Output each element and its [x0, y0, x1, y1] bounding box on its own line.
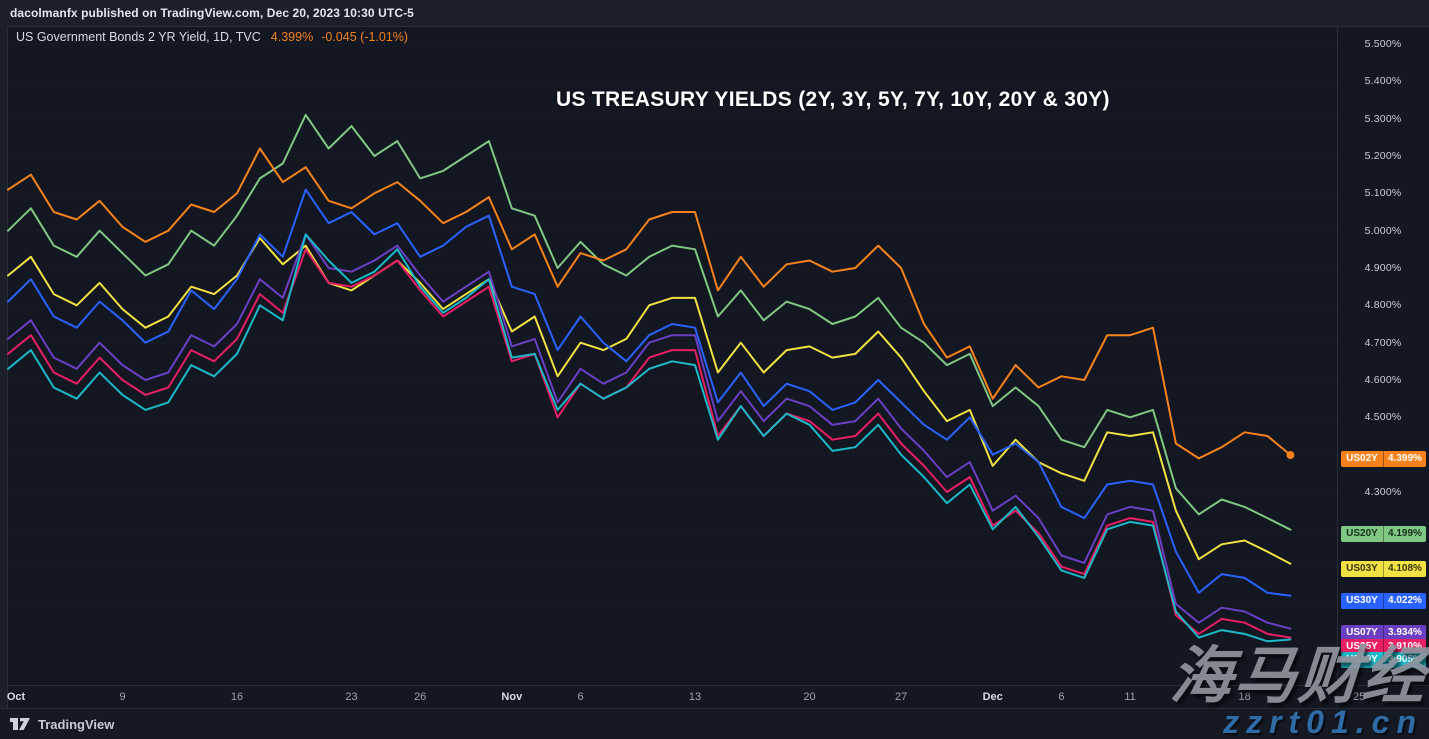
symbol-title: US Government Bonds 2 YR Yield, 1D, TVC [16, 30, 261, 44]
watermark-chinese: 海马财经 [1168, 642, 1429, 711]
time-axis-label: 13 [688, 691, 702, 703]
price-label-ticker: US02Y [1346, 453, 1378, 464]
time-axis-label: Dec [982, 691, 1003, 703]
time-axis-label: 25 [1352, 691, 1366, 703]
price-axis-label: 4.300% [1364, 485, 1402, 498]
price-label-us07y: US07Y 3.934% [1341, 625, 1426, 641]
price-axis-label: 5.500% [1364, 38, 1402, 50]
price-label-ticker: US30Y [1346, 595, 1378, 606]
price-axis-label: 4.600% [1364, 373, 1402, 386]
time-axis-label: 6 [1058, 691, 1065, 703]
price-label-value: 3.934% [1383, 625, 1426, 641]
price-label-us10y: US10Y 3.905% [1341, 652, 1426, 668]
price-axis-label: 4.700% [1364, 336, 1402, 349]
price-label-value: 4.108% [1383, 561, 1426, 577]
price-label-value: 4.022% [1383, 593, 1426, 609]
price-label-us05y: US05Y 3.910% [1341, 639, 1426, 655]
price-label-ticker: US07Y [1346, 627, 1378, 638]
price-label-us03y: US03Y 4.108% [1341, 561, 1426, 577]
time-axis-label: 26 [414, 691, 427, 703]
watermark-url: zzrt01.cn [1223, 704, 1423, 739]
price-axis-label: 4.900% [1364, 261, 1402, 274]
price-label-ticker: US10Y [1346, 654, 1378, 665]
price-label-value: 4.199% [1383, 526, 1426, 542]
time-axis-label: 27 [894, 691, 908, 703]
price-label-value: 4.399% [1383, 451, 1426, 467]
price-label-us30y: US30Y 4.022% [1341, 593, 1426, 609]
time-axis-label: 16 [230, 691, 244, 703]
price-axis-label: 5.400% [1364, 75, 1402, 88]
price-axis-label: 5.100% [1364, 187, 1402, 200]
chart-title: US TREASURY YIELDS (2Y, 3Y, 5Y, 7Y, 10Y,… [556, 88, 1110, 111]
time-axis-label: 6 [577, 691, 584, 703]
time-axis-label: 20 [803, 691, 816, 703]
time-axis-border [7, 685, 1429, 686]
price-label-ticker: US03Y [1346, 563, 1378, 574]
price-label-ticker: US05Y [1346, 641, 1378, 652]
time-axis-label: 18 [1238, 691, 1251, 703]
price-axis-label: 4.800% [1364, 299, 1402, 312]
time-axis-label: 23 [345, 691, 358, 703]
symbol-last-value: 4.399% [270, 30, 314, 44]
price-label-ticker: US20Y [1346, 528, 1378, 539]
price-axis-label: 4.500% [1364, 411, 1402, 424]
publisher-bar: dacolmanfx published on TradingView.com,… [0, 0, 1429, 26]
price-axis-label: 5.000% [1364, 224, 1402, 237]
publisher-text: dacolmanfx published on TradingView.com,… [10, 6, 414, 20]
time-axis-label: Oct [6, 691, 26, 703]
time-axis-label: Nov [501, 691, 523, 703]
footer-bar: TradingView [0, 708, 1429, 739]
price-axis-label: 5.200% [1364, 149, 1402, 162]
price-label-value: 3.910% [1383, 639, 1426, 655]
price-label-us02y: US02Y 4.399% [1341, 451, 1426, 467]
time-axis-label: 11 [1124, 691, 1136, 703]
price-axis-border [1337, 26, 1338, 708]
symbol-change: -0.045 (-1.01%) [321, 30, 409, 44]
tradingview-brand-text[interactable]: TradingView [38, 716, 115, 732]
time-axis-label: 9 [119, 691, 126, 703]
price-label-value: 3.905% [1383, 652, 1426, 668]
tradingview-logo-icon[interactable] [9, 717, 31, 731]
chart-pane[interactable] [7, 26, 1429, 708]
symbol-legend[interactable]: US Government Bonds 2 YR Yield, 1D, TVC 4… [16, 30, 408, 44]
price-label-us20y: US20Y 4.199% [1341, 526, 1426, 542]
price-axis-label: 5.300% [1364, 112, 1402, 125]
